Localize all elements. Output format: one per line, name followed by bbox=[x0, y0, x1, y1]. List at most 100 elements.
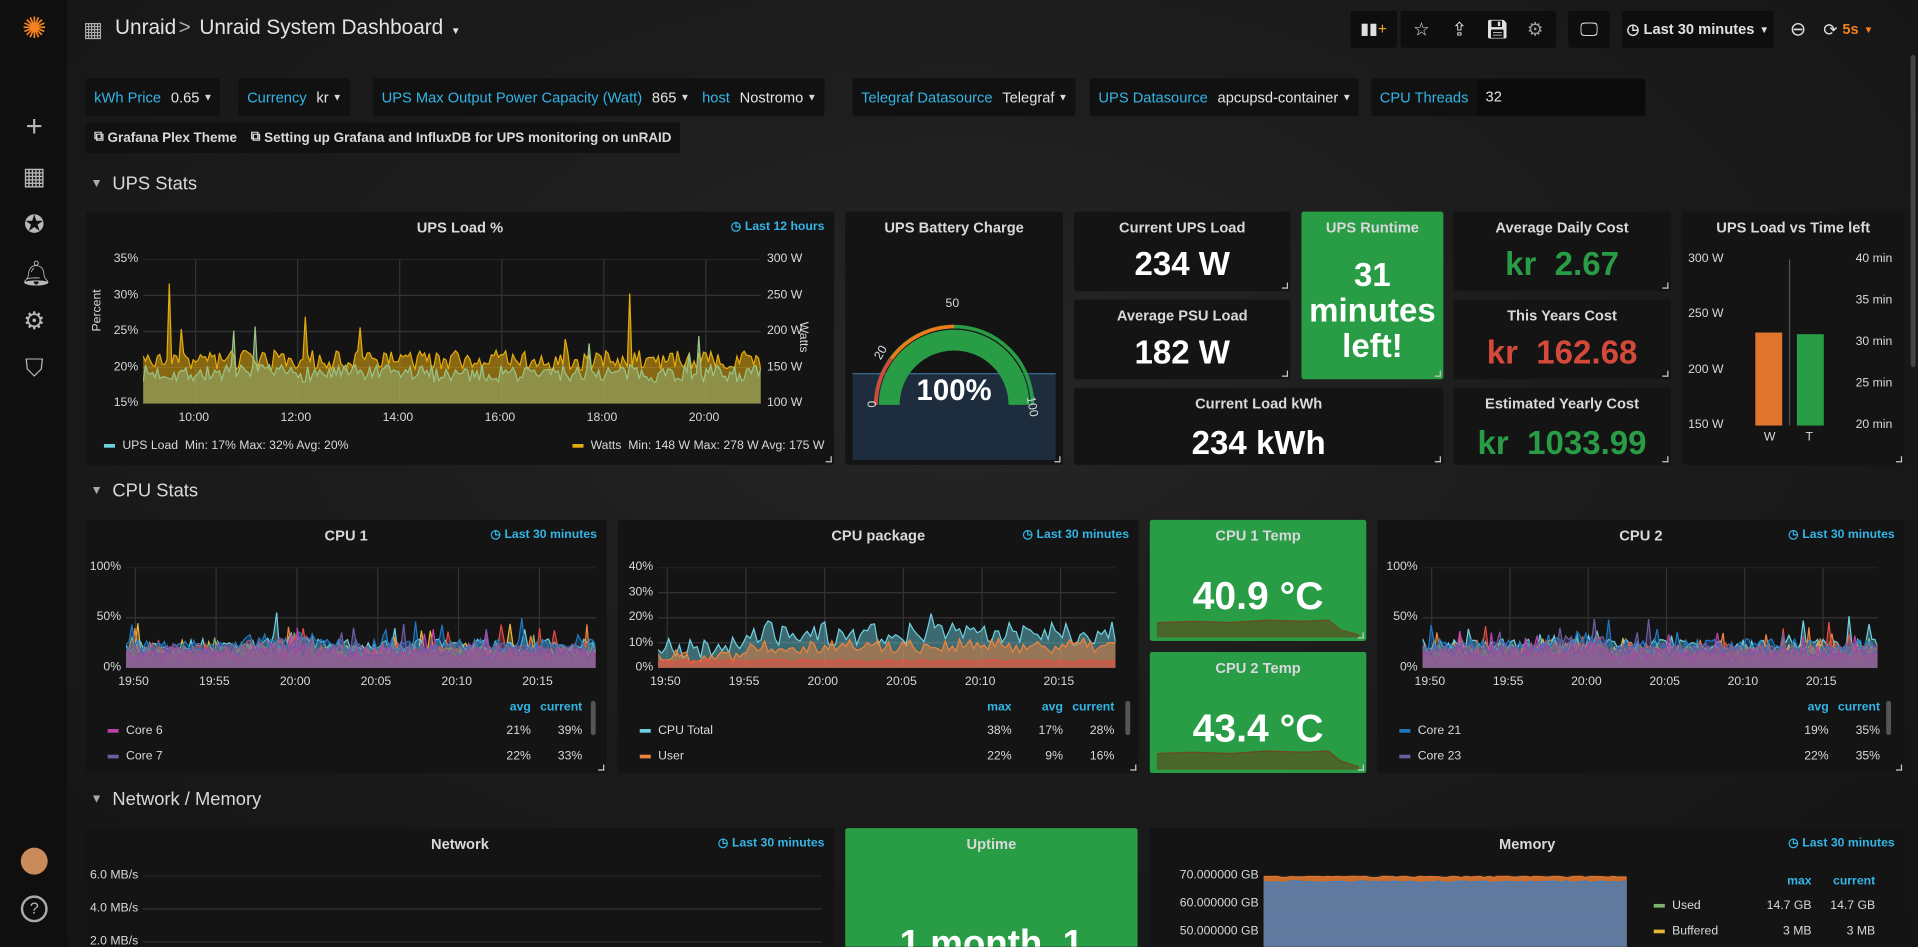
save-button[interactable]: 💾︎ bbox=[1476, 11, 1518, 48]
zoom-out-button[interactable]: ⊖ bbox=[1777, 11, 1819, 48]
shield-icon[interactable]: ⛉ bbox=[25, 355, 44, 383]
settings-button[interactable]: ⚙ bbox=[1514, 11, 1556, 48]
var-host[interactable]: host Nostromo ▼ bbox=[693, 78, 824, 117]
dashboards-grid-icon[interactable]: ▦ bbox=[83, 18, 103, 42]
panel-current-ups-load[interactable]: Current UPS Load 234 W bbox=[1073, 211, 1291, 292]
gear-icon[interactable]: ⚙ bbox=[23, 308, 46, 336]
share-button[interactable]: ⇪ bbox=[1438, 11, 1481, 48]
panel-average-psu-load[interactable]: Average PSU Load 182 W bbox=[1073, 299, 1291, 380]
panel-title[interactable]: This Years Cost bbox=[1507, 307, 1617, 325]
var-ups-max-output[interactable]: UPS Max Output Power Capacity (Watt) 865 ▼ bbox=[373, 78, 698, 117]
legend-row[interactable]: Core 7 bbox=[107, 750, 163, 763]
var-kwh-price[interactable]: kWh Price 0.65 ▼ bbox=[85, 78, 221, 117]
panel-ups-load-vs-time-left[interactable]: UPS Load vs Time left 300 W 250 W 200 W 150… bbox=[1681, 211, 1905, 465]
legend-row[interactable]: Used bbox=[1653, 899, 1701, 913]
legend-column-header[interactable]: max bbox=[1787, 874, 1812, 889]
panel-cpu-2[interactable]: CPU 2 ◷ Last 30 minutes 100% 50% 0% 19:50 19… bbox=[1377, 519, 1905, 774]
chart-plot[interactable] bbox=[125, 567, 596, 668]
resize-handle[interactable] bbox=[1434, 456, 1441, 463]
refresh-button[interactable]: ⟳ 5s ▼ bbox=[1812, 11, 1885, 48]
legend-row[interactable]: Core 23 bbox=[1399, 750, 1461, 763]
row-ups-stats[interactable]: ▼ UPS Stats bbox=[91, 174, 198, 195]
resize-handle[interactable] bbox=[1281, 370, 1289, 377]
page-scrollbar[interactable] bbox=[1910, 55, 1916, 367]
resize-handle[interactable] bbox=[598, 764, 605, 771]
panel-this-years-cost[interactable]: This Years Cost kr 162.68 bbox=[1453, 299, 1671, 380]
legend-column-header[interactable]: avg bbox=[1041, 700, 1063, 715]
panel-title[interactable]: UPS Load vs Time left bbox=[1716, 218, 1871, 237]
bar-T[interactable] bbox=[1796, 334, 1824, 426]
panel-network[interactable]: Network ◷ Last 30 minutes 6.0 MB/s 4.0 MB… bbox=[85, 828, 835, 947]
time-picker[interactable]: ◷ Last 30 minutes ▼ bbox=[1621, 11, 1774, 48]
panel-title[interactable]: Estimated Yearly Cost bbox=[1485, 395, 1639, 413]
panel-cpu-1-temp[interactable]: CPU 1 Temp 40.9 °C bbox=[1149, 519, 1367, 641]
panel-ups-runtime[interactable]: UPS Runtime 31 minutes left! bbox=[1301, 211, 1444, 380]
legend-item[interactable]: Watts Min: 148 W Max: 278 W Avg: 175 W bbox=[572, 439, 824, 453]
panel-title[interactable]: CPU package bbox=[831, 527, 926, 545]
resize-handle[interactable] bbox=[1662, 370, 1669, 377]
panel-cpu-2-temp[interactable]: CPU 2 Temp 43.4 °C bbox=[1149, 651, 1367, 774]
panel-title[interactable]: Current Load kWh bbox=[1195, 395, 1323, 413]
resize-handle[interactable] bbox=[1662, 456, 1669, 463]
resize-handle[interactable] bbox=[1357, 764, 1364, 771]
var-currency[interactable]: Currency kr ▼ bbox=[238, 78, 350, 117]
var-value[interactable]: 865 bbox=[651, 88, 677, 106]
legend-scrollbar[interactable] bbox=[1886, 700, 1892, 736]
grafana-logo-icon[interactable]: ✺ bbox=[21, 12, 47, 46]
legend-column-header[interactable]: current bbox=[1837, 700, 1881, 715]
legend-row[interactable]: Buffered bbox=[1653, 925, 1718, 938]
help-icon[interactable]: ? bbox=[20, 895, 48, 923]
panel-estimated-yearly-cost[interactable]: Estimated Yearly Cost kr 1033.99 bbox=[1453, 387, 1671, 465]
var-value[interactable]: kr bbox=[316, 88, 329, 106]
dashboards-icon[interactable]: ▦ bbox=[22, 163, 46, 191]
dashboard-title[interactable]: Unraid System Dashboard ▼ bbox=[199, 16, 460, 40]
panel-title[interactable]: CPU 2 Temp bbox=[1215, 659, 1301, 677]
legend-column-header[interactable]: max bbox=[987, 700, 1012, 715]
add-panel-button[interactable]: ▮▮+ bbox=[1350, 11, 1397, 48]
cpu-threads-input[interactable]: 32 bbox=[1478, 79, 1646, 115]
avatar[interactable] bbox=[20, 847, 48, 875]
var-telegraf-datasource[interactable]: Telegraf Datasource Telegraf ▼ bbox=[852, 78, 1076, 117]
resize-handle[interactable] bbox=[1357, 632, 1364, 639]
panel-cpu-package[interactable]: CPU package ◷ Last 30 minutes 40% 30% 20% 1… bbox=[617, 519, 1139, 774]
panel-title[interactable]: UPS Battery Charge bbox=[884, 218, 1024, 237]
plus-icon[interactable]: + bbox=[25, 110, 43, 144]
panel-title[interactable]: Average Daily Cost bbox=[1495, 218, 1629, 237]
legend-scrollbar[interactable] bbox=[590, 700, 596, 736]
legend-item[interactable]: UPS Load Min: 17% Max: 32% Avg: 20% bbox=[103, 439, 349, 453]
bell-icon[interactable]: 🔔︎ bbox=[20, 260, 52, 288]
panel-average-daily-cost[interactable]: Average Daily Cost kr 2.67 bbox=[1453, 211, 1671, 292]
var-cpu-threads[interactable]: CPU Threads 32 bbox=[1371, 78, 1646, 117]
legend-row[interactable]: Core 6 bbox=[107, 724, 163, 738]
resize-handle[interactable] bbox=[825, 456, 832, 463]
star-button[interactable]: ☆ bbox=[1400, 11, 1443, 48]
bar-W[interactable] bbox=[1755, 332, 1783, 426]
var-value[interactable]: apcupsd-container bbox=[1217, 88, 1339, 106]
panel-ups-battery-charge[interactable]: UPS Battery Charge 0 20 50 100 100% bbox=[845, 211, 1063, 465]
panel-ups-load[interactable]: UPS Load % ◷ Last 12 hours Percent Watts… bbox=[85, 211, 835, 465]
tv-mode-button[interactable]: 🖵︎ bbox=[1568, 11, 1610, 48]
panel-title[interactable]: UPS Load % bbox=[416, 218, 504, 237]
panel-title[interactable]: CPU 1 bbox=[324, 527, 368, 545]
panel-title[interactable]: Average PSU Load bbox=[1116, 307, 1248, 325]
panel-memory[interactable]: Memory ◷ Last 30 minutes 70.000000 GB 60.… bbox=[1149, 828, 1905, 947]
legend-column-header[interactable]: current bbox=[1072, 700, 1115, 715]
panel-title[interactable]: CPU 2 bbox=[1619, 527, 1663, 545]
legend-column-header[interactable]: avg bbox=[509, 700, 531, 715]
resize-handle[interactable] bbox=[1662, 282, 1669, 289]
var-value[interactable]: 0.65 bbox=[170, 88, 200, 106]
chart-plot[interactable] bbox=[1422, 567, 1878, 668]
var-value[interactable]: Nostromo bbox=[739, 88, 804, 106]
panel-uptime[interactable]: Uptime 1 month, 1 bbox=[845, 828, 1138, 947]
panel-title[interactable]: UPS Runtime bbox=[1325, 218, 1419, 237]
chart-plot[interactable] bbox=[1263, 875, 1627, 947]
row-network-memory[interactable]: ▼ Network / Memory bbox=[91, 789, 262, 810]
legend-column-header[interactable]: current bbox=[1833, 874, 1876, 889]
panel-current-load-kwh[interactable]: Current Load kWh 234 kWh bbox=[1073, 387, 1444, 465]
var-value[interactable]: Telegraf bbox=[1002, 88, 1055, 106]
chart-plot[interactable] bbox=[658, 567, 1116, 668]
breadcrumb-org[interactable]: Unraid bbox=[114, 15, 177, 40]
bar-chart-plot[interactable] bbox=[1728, 259, 1850, 426]
panel-title[interactable]: Network bbox=[430, 835, 489, 853]
link-plex-theme[interactable]: ⧉ Grafana Plex Theme bbox=[85, 122, 246, 153]
